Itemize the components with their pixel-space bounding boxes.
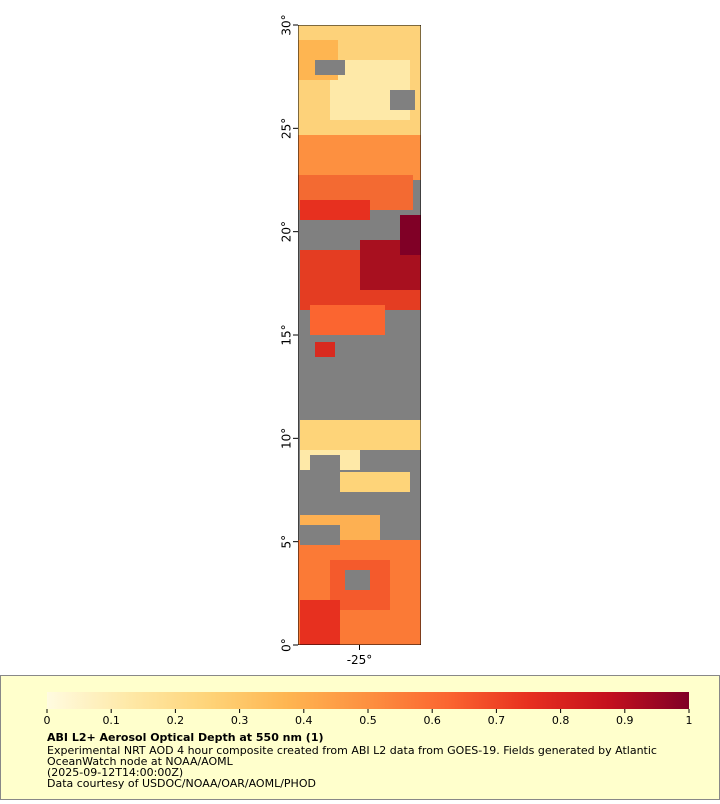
legend-line: Data courtesy of USDOC/NOAA/OAR/AOML/PHO… [47, 777, 316, 790]
colorbar-tick-label: 0.4 [295, 714, 313, 727]
colorbar-tick-label: 1 [686, 714, 693, 727]
legend-line: OceanWatch node at NOAA/AOML [47, 755, 234, 768]
legend-line: Experimental NRT AOD 4 hour composite cr… [47, 744, 657, 757]
x-tick-label: -25° [347, 653, 373, 667]
legend-line: (2025-09-12T14:00:00Z) [47, 766, 183, 779]
colorbar-tick-label: 0.2 [167, 714, 185, 727]
y-tick-label: 10° [280, 428, 294, 449]
colorbar-tick-label: 0.6 [423, 714, 441, 727]
legend-title: ABI L2+ Aerosol Optical Depth at 550 nm … [47, 731, 324, 744]
y-tick-label: 5° [280, 535, 294, 549]
colorbar-tick-label: 0.5 [359, 714, 377, 727]
y-tick-label: 15° [280, 324, 294, 345]
colorbar-tick-label: 0 [44, 714, 51, 727]
colorbar-tick-label: 0.9 [616, 714, 634, 727]
y-tick-label: 25° [280, 118, 294, 139]
colorbar [47, 692, 689, 709]
y-tick-label: 30° [280, 14, 294, 35]
colorbar-tick-label: 0.7 [488, 714, 506, 727]
colorbar-tick-label: 0.1 [102, 714, 120, 727]
colorbar-tick-label: 0.8 [552, 714, 570, 727]
aod-field [298, 25, 421, 645]
map [298, 25, 421, 645]
y-tick-label: 0° [280, 638, 294, 652]
colorbar-tick-label: 0.3 [231, 714, 249, 727]
y-tick-label: 20° [280, 221, 294, 242]
